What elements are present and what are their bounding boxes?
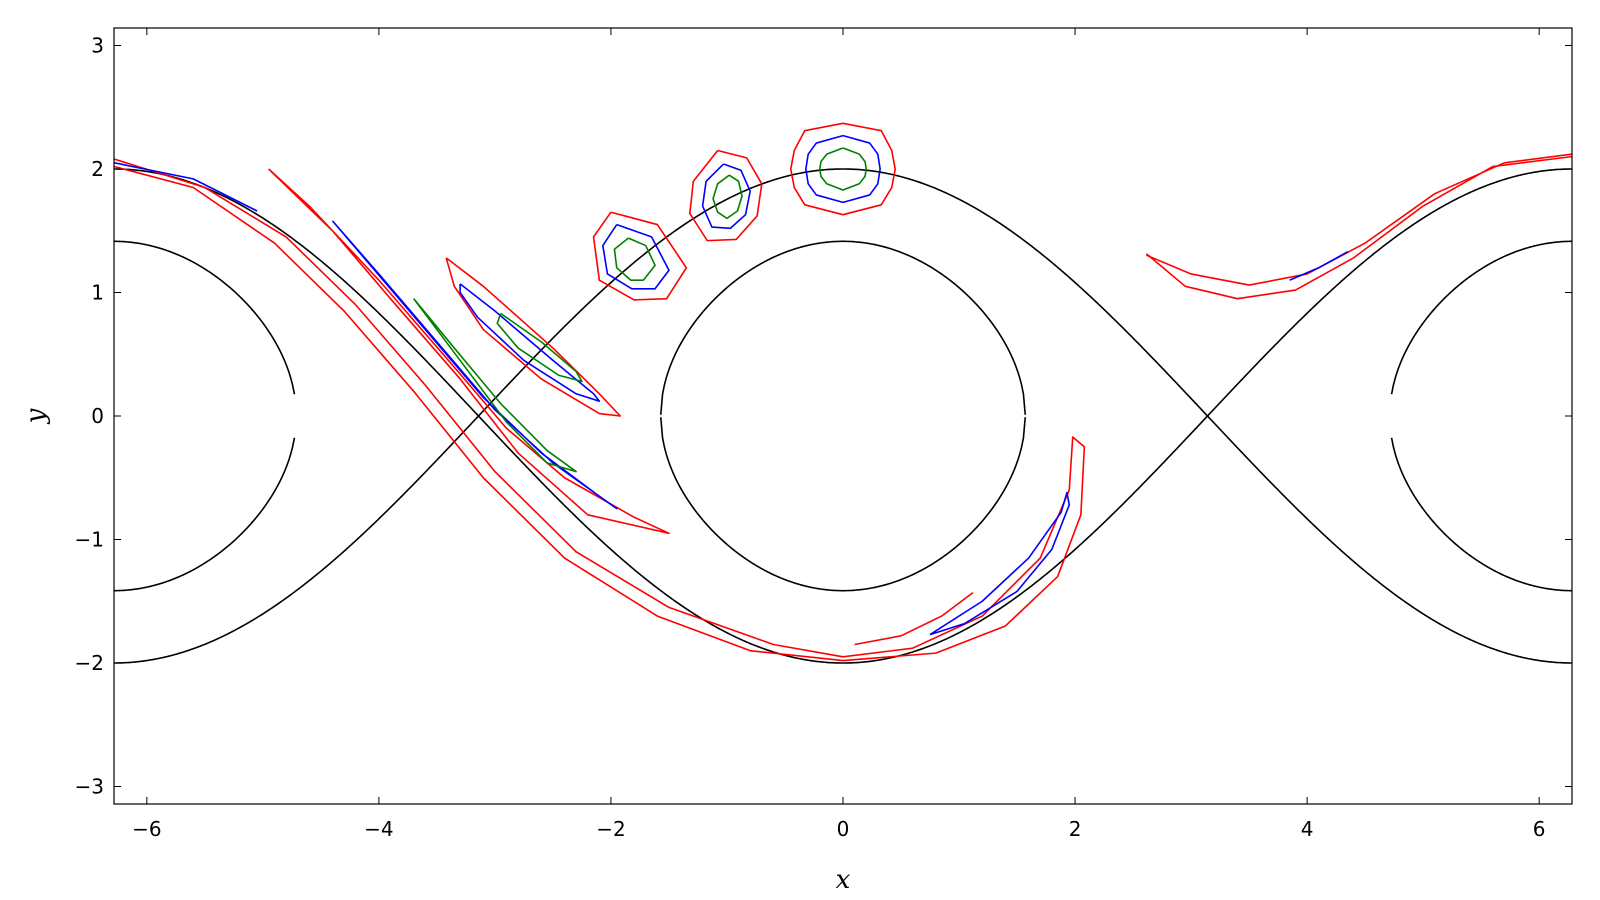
level-curve-2-upper — [114, 168, 1572, 417]
contour-outer-6 — [592, 211, 688, 301]
level-curve-1-upper — [114, 240, 1572, 415]
y-tick-label: −2 — [75, 651, 104, 675]
y-tick-label: 0 — [91, 404, 104, 428]
x-tick-label: 2 — [1069, 817, 1082, 841]
contour-middle-4 — [701, 163, 751, 230]
x-tick-label: −4 — [364, 817, 393, 841]
contour-middle-10 — [459, 283, 601, 402]
contour-middle-13 — [331, 220, 618, 510]
x-tick-label: −6 — [132, 817, 161, 841]
contour-inner-14 — [413, 298, 577, 473]
axis-ticks: −6 −4 −2 0 2 4 6 −3 −2 −1 0 1 2 3 — [75, 28, 1572, 841]
contour-inner-8 — [613, 237, 656, 281]
contour-inner-5 — [712, 174, 743, 220]
level-curve-1-lower — [114, 417, 1572, 592]
y-tick-label: 1 — [91, 280, 104, 304]
contour-middle-1 — [805, 134, 881, 204]
contour-outer-0 — [789, 122, 897, 216]
x-tick-label: 0 — [837, 817, 850, 841]
y-axis-title: y — [21, 408, 51, 424]
contour-inner-11 — [496, 312, 583, 383]
contour-outer-17 — [854, 591, 974, 646]
x-tick-label: 4 — [1301, 817, 1314, 841]
y-tick-label: 2 — [91, 157, 104, 181]
contour-inner-2 — [818, 147, 868, 191]
x-tick-label: 6 — [1533, 817, 1546, 841]
contour-outer-15 — [114, 158, 1086, 662]
contour-middle-19 — [1289, 251, 1349, 281]
contour-middle-7 — [602, 223, 670, 290]
contour-outer-3 — [689, 149, 763, 242]
level-curve-2-lower — [114, 415, 1572, 664]
x-axis-title: x — [836, 865, 851, 895]
y-tick-label: −3 — [75, 775, 104, 799]
plot-curves — [114, 122, 1572, 664]
y-tick-label: 3 — [91, 33, 104, 57]
contour-middle-16 — [929, 491, 1071, 636]
contour-outer-9 — [445, 257, 622, 417]
contour-outer-12 — [268, 168, 670, 535]
contour-outer-18 — [1146, 153, 1572, 300]
y-tick-label: −1 — [75, 528, 104, 552]
x-tick-label: −2 — [596, 817, 625, 841]
plot-frame — [113, 27, 1573, 805]
contour-middle-20 — [114, 162, 258, 212]
